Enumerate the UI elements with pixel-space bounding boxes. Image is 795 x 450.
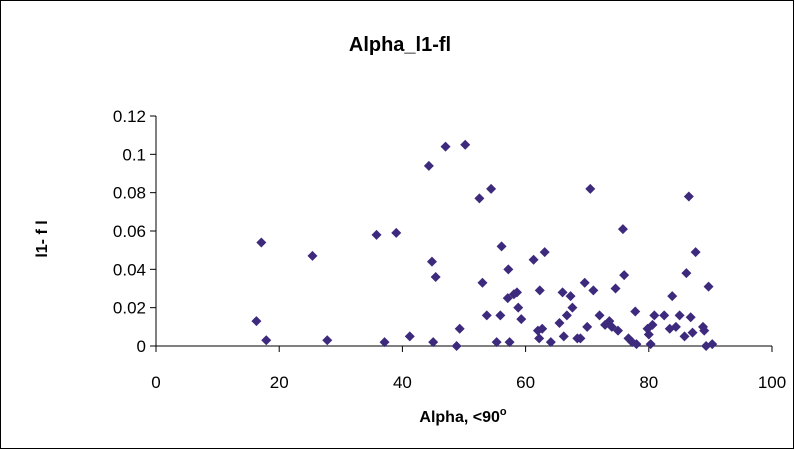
data-point-marker bbox=[674, 310, 685, 321]
y-tick-label: 0 bbox=[137, 337, 146, 356]
data-point-marker bbox=[613, 325, 623, 336]
x-tick-label: 80 bbox=[639, 373, 658, 392]
data-point-marker bbox=[537, 323, 548, 334]
y-axis-title-group: l1- f l bbox=[34, 220, 51, 257]
data-point-marker bbox=[630, 306, 641, 317]
data-point-marker bbox=[582, 321, 593, 332]
data-point-marker bbox=[423, 160, 434, 171]
x-tick-label: 60 bbox=[516, 373, 535, 392]
data-point-marker bbox=[670, 321, 681, 332]
data-point-marker bbox=[486, 183, 497, 194]
y-tick-label: 0.08 bbox=[113, 184, 146, 203]
data-point-marker bbox=[617, 224, 628, 235]
data-point-marker bbox=[557, 287, 568, 298]
data-point-marker bbox=[565, 291, 576, 302]
data-point-marker bbox=[491, 337, 502, 348]
data-point-marker bbox=[558, 331, 569, 342]
y-axis-title: l1- f l bbox=[34, 220, 51, 257]
chart-title: Alpha_l1-fl bbox=[349, 34, 451, 56]
data-point-marker bbox=[534, 285, 545, 296]
data-point-marker bbox=[703, 281, 714, 292]
data-point-marker bbox=[516, 314, 527, 325]
data-point-marker bbox=[610, 283, 621, 294]
data-point-marker bbox=[495, 310, 506, 321]
data-point-marker bbox=[391, 227, 402, 238]
data-point-marker bbox=[545, 337, 556, 348]
data-points bbox=[251, 139, 718, 351]
y-tick-label: 0.12 bbox=[113, 107, 146, 126]
x-axis-title: Alpha, <90o bbox=[419, 406, 506, 426]
data-point-marker bbox=[579, 277, 590, 288]
data-point-marker bbox=[679, 331, 690, 342]
data-point-marker bbox=[261, 335, 272, 346]
data-point-marker bbox=[619, 270, 630, 281]
data-point-marker bbox=[322, 335, 333, 346]
data-point-marker bbox=[503, 264, 514, 275]
data-point-marker bbox=[511, 287, 522, 298]
data-point-marker bbox=[647, 319, 658, 330]
y-tick-label: 0.04 bbox=[113, 260, 146, 279]
x-tick-label: 0 bbox=[151, 373, 160, 392]
data-point-marker bbox=[460, 139, 471, 150]
data-point-marker bbox=[687, 327, 698, 338]
x-tick-label: 100 bbox=[758, 373, 786, 392]
data-point-marker bbox=[426, 256, 437, 267]
data-point-marker bbox=[539, 247, 550, 258]
y-tick-label: 0.1 bbox=[122, 145, 146, 164]
data-point-marker bbox=[474, 193, 485, 204]
data-point-marker bbox=[649, 310, 660, 321]
data-point-marker bbox=[681, 268, 692, 279]
data-point-marker bbox=[371, 229, 382, 240]
data-point-marker bbox=[554, 318, 565, 328]
data-point-marker bbox=[454, 323, 465, 334]
data-point-marker bbox=[256, 237, 267, 248]
data-point-marker bbox=[685, 312, 696, 323]
data-point-marker bbox=[440, 141, 451, 152]
data-point-marker bbox=[477, 277, 488, 288]
data-point-marker bbox=[567, 302, 578, 313]
data-point-marker bbox=[379, 337, 390, 348]
data-point-marker bbox=[690, 247, 701, 258]
data-point-marker bbox=[513, 302, 524, 313]
y-tick-label: 0.02 bbox=[113, 299, 146, 318]
data-point-marker bbox=[430, 272, 441, 282]
data-point-marker bbox=[307, 250, 318, 261]
data-point-marker bbox=[251, 316, 262, 327]
data-point-marker bbox=[528, 254, 539, 265]
data-point-marker bbox=[683, 191, 694, 202]
data-point-marker bbox=[504, 337, 515, 348]
data-point-marker bbox=[428, 337, 439, 348]
data-point-marker bbox=[585, 183, 596, 194]
x-axis-title-superscript: o bbox=[500, 406, 507, 418]
data-point-marker bbox=[699, 325, 710, 336]
tick-labels: 0 0.02 0.04 0.06 0.08 0.1 0.12 0 20 40 60 80 100 bbox=[113, 107, 786, 392]
data-point-marker bbox=[643, 329, 654, 340]
x-tick-label: 20 bbox=[270, 373, 289, 392]
data-point-marker bbox=[659, 310, 670, 321]
y-tick-label: 0.06 bbox=[113, 222, 146, 241]
data-point-marker bbox=[534, 333, 545, 344]
data-point-marker bbox=[561, 310, 572, 321]
axes bbox=[150, 115, 773, 352]
data-point-marker bbox=[667, 291, 678, 302]
data-point-marker bbox=[481, 310, 492, 321]
data-point-marker bbox=[645, 339, 656, 350]
x-tick-label: 40 bbox=[393, 373, 412, 392]
data-point-marker bbox=[594, 310, 605, 321]
data-point-marker bbox=[631, 339, 642, 350]
data-point-marker bbox=[404, 331, 415, 342]
data-point-marker bbox=[588, 285, 599, 296]
data-point-marker bbox=[575, 333, 586, 344]
data-point-marker bbox=[451, 341, 462, 351]
data-point-marker bbox=[707, 339, 718, 350]
data-point-marker bbox=[496, 241, 507, 252]
